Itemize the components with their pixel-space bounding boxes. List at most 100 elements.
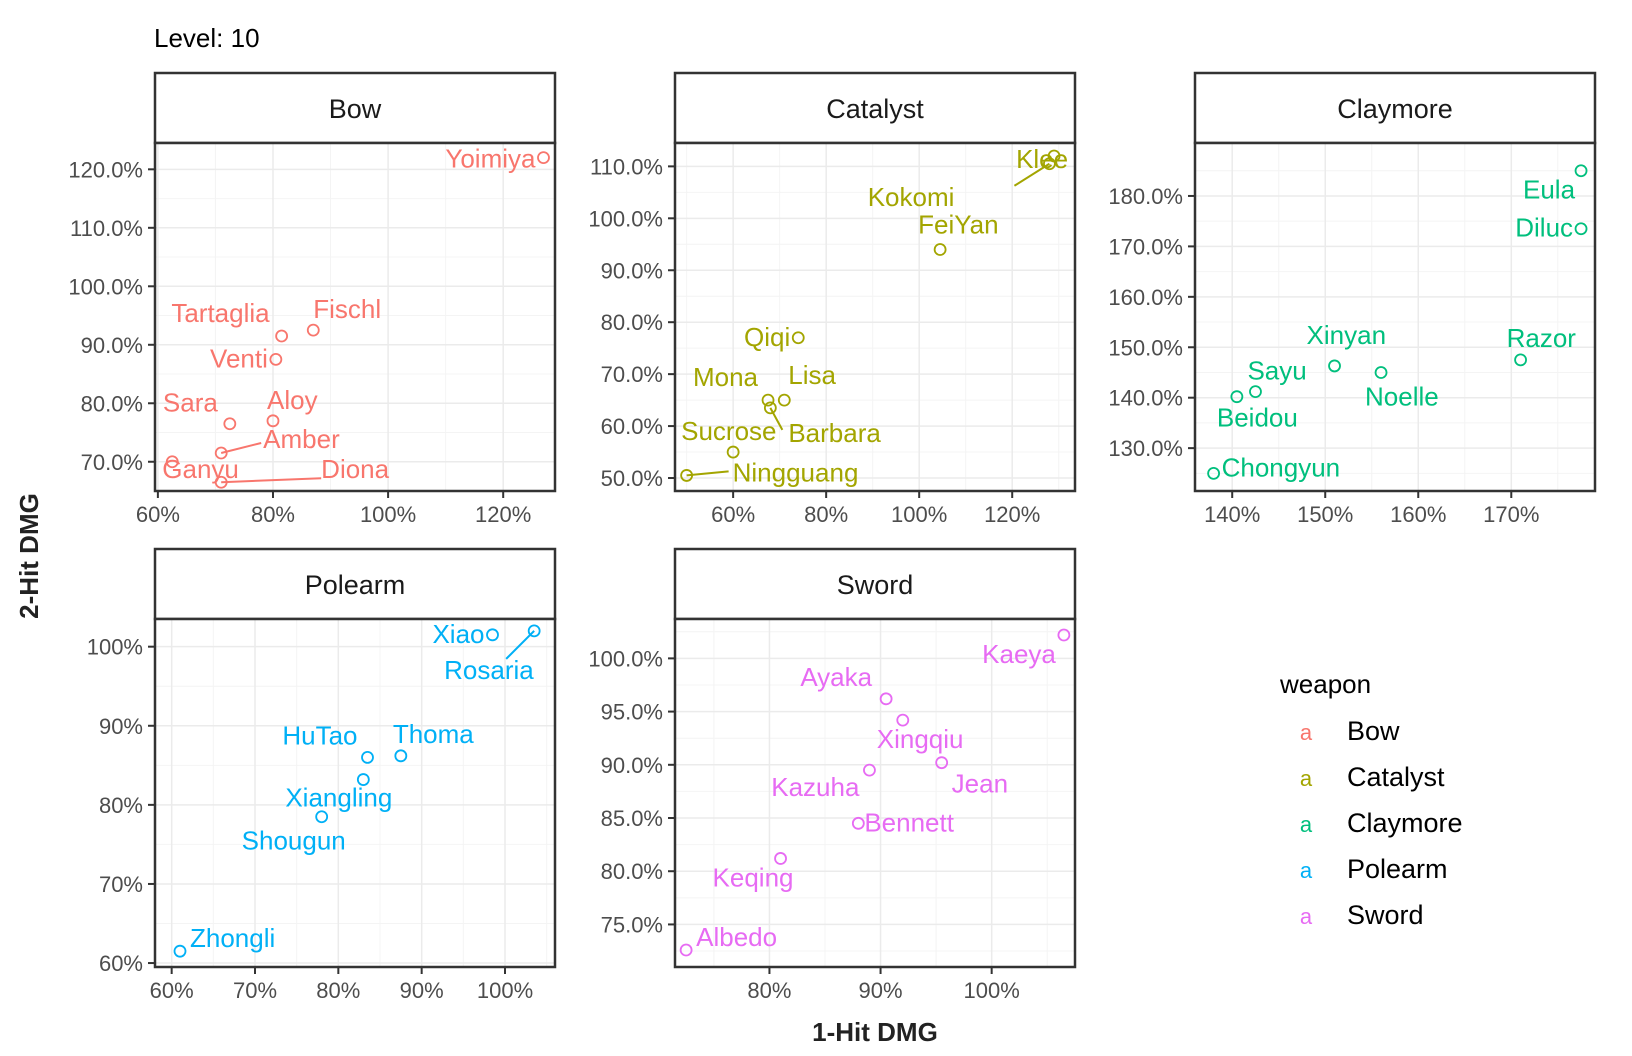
point-label-thoma: Thoma: [393, 719, 474, 749]
data-point-xinyan: [1328, 359, 1341, 373]
legend-key-glyph: a: [1300, 812, 1313, 837]
point-label-yoimiya: Yoimiya: [445, 144, 536, 174]
facet-strip: [673, 547, 1077, 621]
data-point-kokomi: [1043, 157, 1056, 171]
data-point-sara: [223, 417, 237, 431]
data-point-sucrose: [726, 445, 740, 459]
point-label-ayaka: Ayaka: [800, 662, 872, 692]
x-tick-label: 100%: [891, 502, 947, 527]
point-label-chongyun: Chongyun: [1222, 452, 1341, 482]
legend-key-glyph: a: [1300, 904, 1313, 929]
y-tick-label: 100.0%: [588, 646, 663, 671]
x-tick-label: 160%: [1390, 502, 1446, 527]
chart-title: Level: 10: [154, 23, 260, 53]
legend-label: Catalyst: [1347, 762, 1445, 792]
point-label-keqing: Keqing: [713, 862, 794, 892]
plot-area: [675, 143, 1075, 491]
label-leader-line: [220, 442, 262, 454]
y-tick-label: 110.0%: [70, 216, 143, 241]
panel-border: [673, 617, 1077, 969]
legend-key-glyph: a: [1300, 766, 1313, 791]
y-tick-label: 80.0%: [601, 859, 663, 884]
x-tick-label: 80%: [251, 502, 295, 527]
x-tick-label: 140%: [1204, 502, 1260, 527]
point-label-noelle: Noelle: [1365, 381, 1439, 411]
y-tick-label: 50.0%: [601, 466, 663, 491]
data-point-xiangling: [356, 773, 370, 786]
plot-area: [155, 619, 555, 967]
legend: weapon a Bow a Catalyst a Claymore a Polearm a Sw…: [1279, 669, 1463, 930]
data-point-qiqi: [791, 331, 805, 345]
point-label-bennett: Bennett: [864, 807, 954, 837]
x-tick-label: 120%: [984, 502, 1040, 527]
facet-strip: [673, 71, 1077, 145]
y-tick-label: 120.0%: [68, 157, 143, 182]
y-tick-label: 180.0%: [1108, 184, 1183, 209]
legend-label: Claymore: [1347, 808, 1463, 838]
y-tick-label: 80.0%: [81, 391, 143, 416]
point-label-razor: Razor: [1507, 323, 1577, 353]
y-tick-label: 100.0%: [68, 274, 143, 299]
legend-item-polearm: a Polearm: [1300, 854, 1448, 884]
y-axis-label: 2-Hit DMG: [14, 493, 44, 619]
x-tick-label: 70%: [233, 978, 277, 1003]
point-label-albedo: Albedo: [696, 922, 777, 952]
data-point-venti: [269, 353, 283, 366]
point-label-sayu: Sayu: [1247, 356, 1306, 386]
y-tick-label: 150.0%: [1108, 335, 1183, 360]
data-point-mona: [761, 393, 775, 407]
y-tick-label: 80%: [99, 793, 143, 818]
x-axis-label: 1-Hit DMG: [812, 1017, 938, 1047]
y-tick-label: 90.0%: [81, 333, 143, 358]
y-tick-label: 110.0%: [590, 154, 663, 179]
panel-sword: Sword 80% 90% 100% 75.0% 80.0% 85.0% 90.0% 95.0%…: [588, 547, 1077, 1003]
y-tick-label: 75.0%: [601, 912, 663, 937]
y-tick-label: 90.0%: [601, 753, 663, 778]
data-point-jean: [935, 756, 949, 770]
data-point-kaeya: [1057, 628, 1071, 642]
y-tick-label: 60%: [99, 951, 143, 976]
point-label-zhongli: Zhongli: [190, 923, 275, 953]
x-tick-label: 100%: [964, 978, 1020, 1003]
data-point-noelle: [1374, 366, 1388, 379]
y-tick-label: 70.0%: [601, 362, 663, 387]
data-point-lisa: [777, 393, 791, 407]
y-tick-label: 70%: [99, 872, 143, 897]
data-point-barbara: [763, 401, 777, 415]
y-tick-label: 100%: [87, 635, 143, 660]
legend-item-bow: a Bow: [1300, 716, 1400, 746]
panel-border: [153, 617, 557, 969]
legend-key-glyph: a: [1300, 720, 1313, 745]
facet-strip-label: Catalyst: [826, 94, 924, 124]
x-tick-label: 60%: [136, 502, 180, 527]
legend-item-sword: a Sword: [1300, 900, 1424, 930]
y-tick-label: 60.0%: [601, 414, 663, 439]
x-tick-label: 100%: [360, 502, 416, 527]
data-point-chongyun: [1207, 466, 1221, 480]
label-leader-line: [1013, 162, 1050, 187]
point-label-diluc: Diluc: [1515, 213, 1573, 243]
y-tick-label: 170.0%: [1108, 234, 1183, 259]
y-tick-label: 160.0%: [1108, 285, 1183, 310]
data-point-kazuha: [863, 763, 876, 777]
y-tick-label: 80.0%: [601, 310, 663, 335]
data-point-amber: [214, 446, 228, 460]
panel-catalyst: Catalyst 60% 80% 100% 120% 50.0% 60.0% 70.0% 80.…: [588, 71, 1077, 527]
point-label-rosaria: Rosaria: [444, 655, 534, 685]
data-point-tartaglia: [275, 329, 289, 343]
point-label-mona: Mona: [693, 362, 759, 392]
data-point-rosaria: [527, 624, 541, 638]
data-point-thoma: [394, 749, 408, 763]
x-tick-label: 60%: [711, 502, 755, 527]
point-label-sara: Sara: [163, 388, 218, 418]
point-label-aloy: Aloy: [267, 385, 318, 415]
x-tick-label: 80%: [747, 978, 791, 1003]
x-tick-label: 150%: [1297, 502, 1353, 527]
panel-claymore: Claymore 140% 150% 160% 170% 130.0% 140.0% 150.…: [1108, 71, 1597, 527]
data-point-aloy: [266, 414, 280, 428]
data-point-ganyu: [165, 455, 179, 469]
point-label-lisa: Lisa: [788, 360, 836, 390]
data-point-sayu: [1249, 385, 1262, 399]
label-leader-line: [686, 470, 729, 477]
point-label-kazuha: Kazuha: [771, 772, 860, 802]
